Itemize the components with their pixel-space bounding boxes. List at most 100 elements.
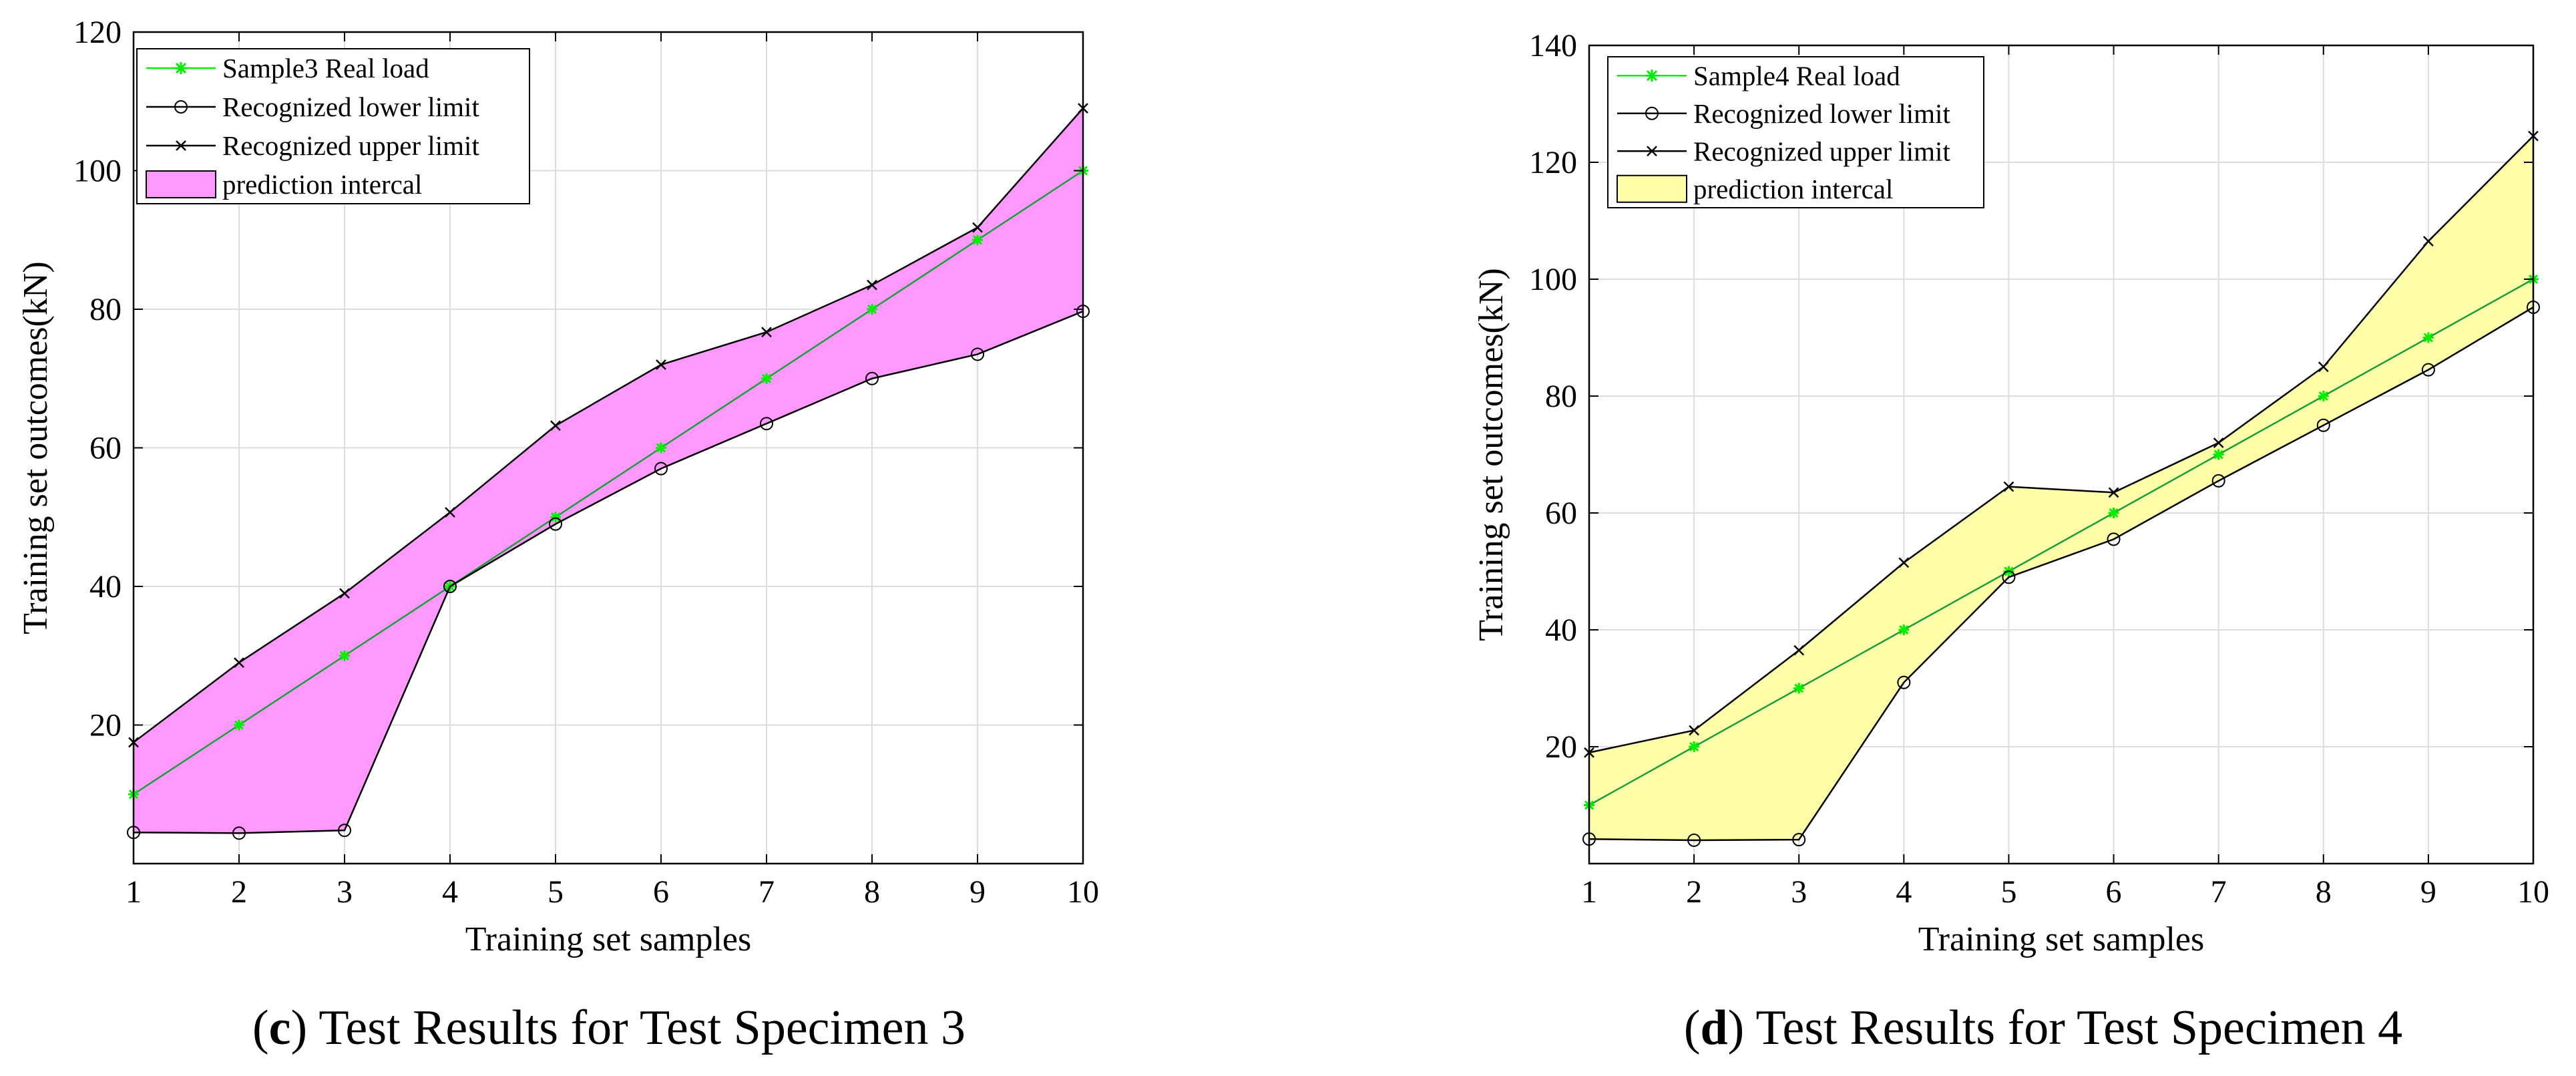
data-point — [867, 279, 877, 291]
prediction-band — [1589, 136, 2533, 840]
x-tick-label: 10 — [1067, 874, 1099, 910]
legend-label: Recognized lower limit — [1693, 98, 1950, 129]
data-point — [2108, 508, 2119, 518]
figure-caption: (c) Test Results for Test Specimen 3 — [252, 1001, 965, 1055]
data-point — [972, 234, 983, 246]
series-line — [133, 108, 1084, 743]
chart-c: 1 2 3 4 5 6 7 8 9 10 20 40 60 80 100 120 Training set sa… — [17, 15, 1099, 1055]
series-line — [1588, 135, 2534, 753]
x-tick-label: 5 — [2000, 874, 2016, 910]
data-point — [972, 222, 983, 233]
data-point — [2002, 570, 2016, 584]
data-point — [234, 719, 244, 731]
y-tick-label: 60 — [1545, 496, 1577, 531]
x-marker-icon — [176, 140, 186, 151]
x-marker-icon — [1647, 146, 1657, 157]
tick-marks — [133, 31, 1084, 864]
x-tick-label: 3 — [1791, 874, 1807, 910]
data-point — [339, 588, 350, 599]
data-point — [550, 420, 561, 431]
x-tick-label: 1 — [126, 874, 142, 910]
data-point — [2108, 487, 2119, 498]
data-point — [867, 304, 877, 315]
data-point — [654, 462, 668, 476]
x-tick-label: 2 — [1686, 874, 1702, 910]
data-point — [443, 580, 457, 593]
data-point — [1687, 834, 1701, 847]
y-tick-label: 140 — [1529, 28, 1577, 63]
caption-letter: d — [1701, 1001, 1728, 1055]
data-point — [2213, 449, 2224, 460]
series-line — [1588, 278, 2534, 806]
data-point — [339, 650, 350, 661]
series-lower-limit — [1582, 301, 2540, 847]
legend-band-swatch — [146, 170, 216, 198]
caption-text: Test Results for Test Specimen 3 — [307, 1001, 965, 1055]
y-tick-label: 40 — [1545, 612, 1577, 648]
legend: Sample3 Real load Recognized lower limit R… — [136, 48, 530, 204]
x-tick-label: 9 — [2420, 874, 2436, 910]
x-tick-label: 10 — [2517, 874, 2549, 910]
data-point — [2316, 418, 2330, 432]
data-point — [2107, 532, 2121, 546]
x-tick-label: 7 — [2211, 874, 2227, 910]
data-point — [445, 507, 455, 518]
legend-label: Recognized upper limit — [1693, 136, 1950, 166]
data-point — [234, 657, 244, 669]
data-point — [2213, 437, 2224, 448]
legend-label: prediction intercal — [222, 169, 422, 200]
data-point — [865, 371, 879, 385]
y-tick-label: 100 — [1529, 262, 1577, 297]
y-axis-label: Training set outcomes(kN) — [1472, 268, 1510, 641]
x-tick-label: 4 — [1896, 874, 1912, 910]
data-point — [2318, 391, 2329, 401]
series-lower-limit — [127, 305, 1090, 840]
chart-d: 1 2 3 4 5 6 7 8 9 10 20 40 60 80 100 120 140 Training set… — [1472, 28, 2549, 1055]
circle-marker-icon — [174, 100, 188, 114]
data-point — [1793, 645, 1805, 656]
y-tick-label: 80 — [1545, 379, 1577, 414]
data-point — [760, 417, 773, 431]
y-tick-label: 40 — [89, 569, 122, 604]
x-tick-label: 5 — [548, 874, 564, 910]
y-tick-label: 60 — [89, 431, 122, 466]
axes-frame — [1588, 44, 2535, 865]
legend: Sample4 Real load Recognized lower limit R… — [1607, 56, 1984, 208]
legend-label: Sample4 Real load — [1693, 60, 1900, 91]
data-point — [761, 327, 772, 338]
y-tick-label: 120 — [1529, 145, 1577, 180]
y-tick-label: 120 — [73, 15, 122, 50]
data-point — [2003, 481, 2014, 492]
x-tick-label: 6 — [2106, 874, 2122, 910]
x-tick-label: 3 — [337, 874, 353, 910]
data-point — [656, 359, 666, 370]
x-axis-label: Training set samples — [465, 920, 752, 958]
x-tick-label: 9 — [970, 874, 986, 910]
x-tick-label: 1 — [1581, 874, 1597, 910]
x-tick-label: 6 — [653, 874, 669, 910]
data-point — [2318, 361, 2329, 373]
x-tick-label: 7 — [759, 874, 775, 910]
data-point — [971, 347, 984, 361]
data-point — [232, 826, 246, 840]
legend-label: Recognized lower limit — [222, 92, 479, 122]
x-tick-label: 8 — [2316, 874, 2332, 910]
x-tick-label: 4 — [442, 874, 458, 910]
asterisk-marker-icon — [175, 62, 187, 74]
data-point — [1898, 624, 1910, 635]
data-point — [2422, 332, 2434, 343]
y-tick-label: 100 — [73, 154, 122, 189]
legend-label: prediction intercal — [1693, 174, 1893, 204]
data-point — [2211, 474, 2225, 488]
data-point — [549, 517, 562, 531]
prediction-band — [134, 108, 1083, 834]
data-point — [2423, 236, 2434, 247]
series-upper-limit — [1584, 130, 2539, 758]
legend-label: Recognized upper limit — [222, 130, 479, 161]
data-point — [656, 442, 666, 454]
series-upper-limit — [128, 103, 1088, 748]
circle-marker-icon — [1645, 106, 1659, 120]
y-tick-label: 20 — [89, 708, 122, 743]
data-point — [761, 373, 772, 384]
